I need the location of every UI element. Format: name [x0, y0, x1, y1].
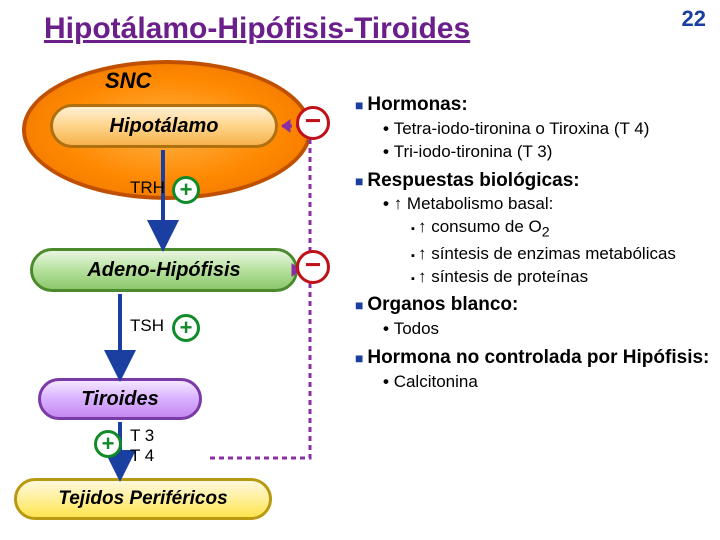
resp-sub-2: ↑ síntesis de enzimas metabólicas [411, 243, 713, 266]
plus-icon-tsh: + [172, 314, 200, 342]
box-hipotalamo: Hipotálamo [50, 104, 278, 148]
label-trh: TRH [130, 178, 165, 198]
org-1: Todos [383, 318, 713, 341]
label-t3t4: T 3 T 4 [130, 426, 154, 466]
minus-icon-hipo: − [296, 106, 330, 140]
fb-to-adeno [210, 270, 310, 458]
box-adeno: Adeno-Hipófisis [30, 248, 298, 292]
resp-main: ↑ Metabolismo basal: [383, 193, 713, 216]
snc-label: SNC [105, 68, 151, 94]
heading-organos: Organos blanco: [355, 292, 713, 318]
label-tsh: TSH [130, 316, 164, 336]
heading-hormonas: Hormonas: [355, 92, 713, 118]
page-title: Hipotálamo-Hipófisis-Tiroides [0, 0, 720, 54]
plus-icon-trh: + [172, 176, 200, 204]
plus-icon-t3t4: + [94, 430, 122, 458]
box-tejidos: Tejidos Periféricos [14, 478, 272, 520]
box-tiroides: Tiroides [38, 378, 202, 420]
hormona-1: Tetra-iodo-tironina o Tiroxina (T 4) [383, 118, 713, 141]
heading-noctrl: Hormona no controlada por Hipófisis: [355, 345, 713, 371]
hormona-2: Tri-iodo-tironina (T 3) [383, 141, 713, 164]
content-column: Hormonas: Tetra-iodo-tironina o Tiroxina… [355, 92, 713, 394]
minus-icon-adeno: − [296, 250, 330, 284]
page-number: 22 [682, 6, 706, 32]
noctrl-1: Calcitonina [383, 371, 713, 394]
heading-respuestas: Respuestas biológicas: [355, 168, 713, 194]
resp-sub-1: ↑ consumo de O2 [411, 216, 713, 243]
resp-sub-3: ↑ síntesis de proteínas [411, 266, 713, 289]
axis-diagram: SNC Hipotálamo Adeno-Hipófisis Tiroides … [0, 60, 345, 540]
